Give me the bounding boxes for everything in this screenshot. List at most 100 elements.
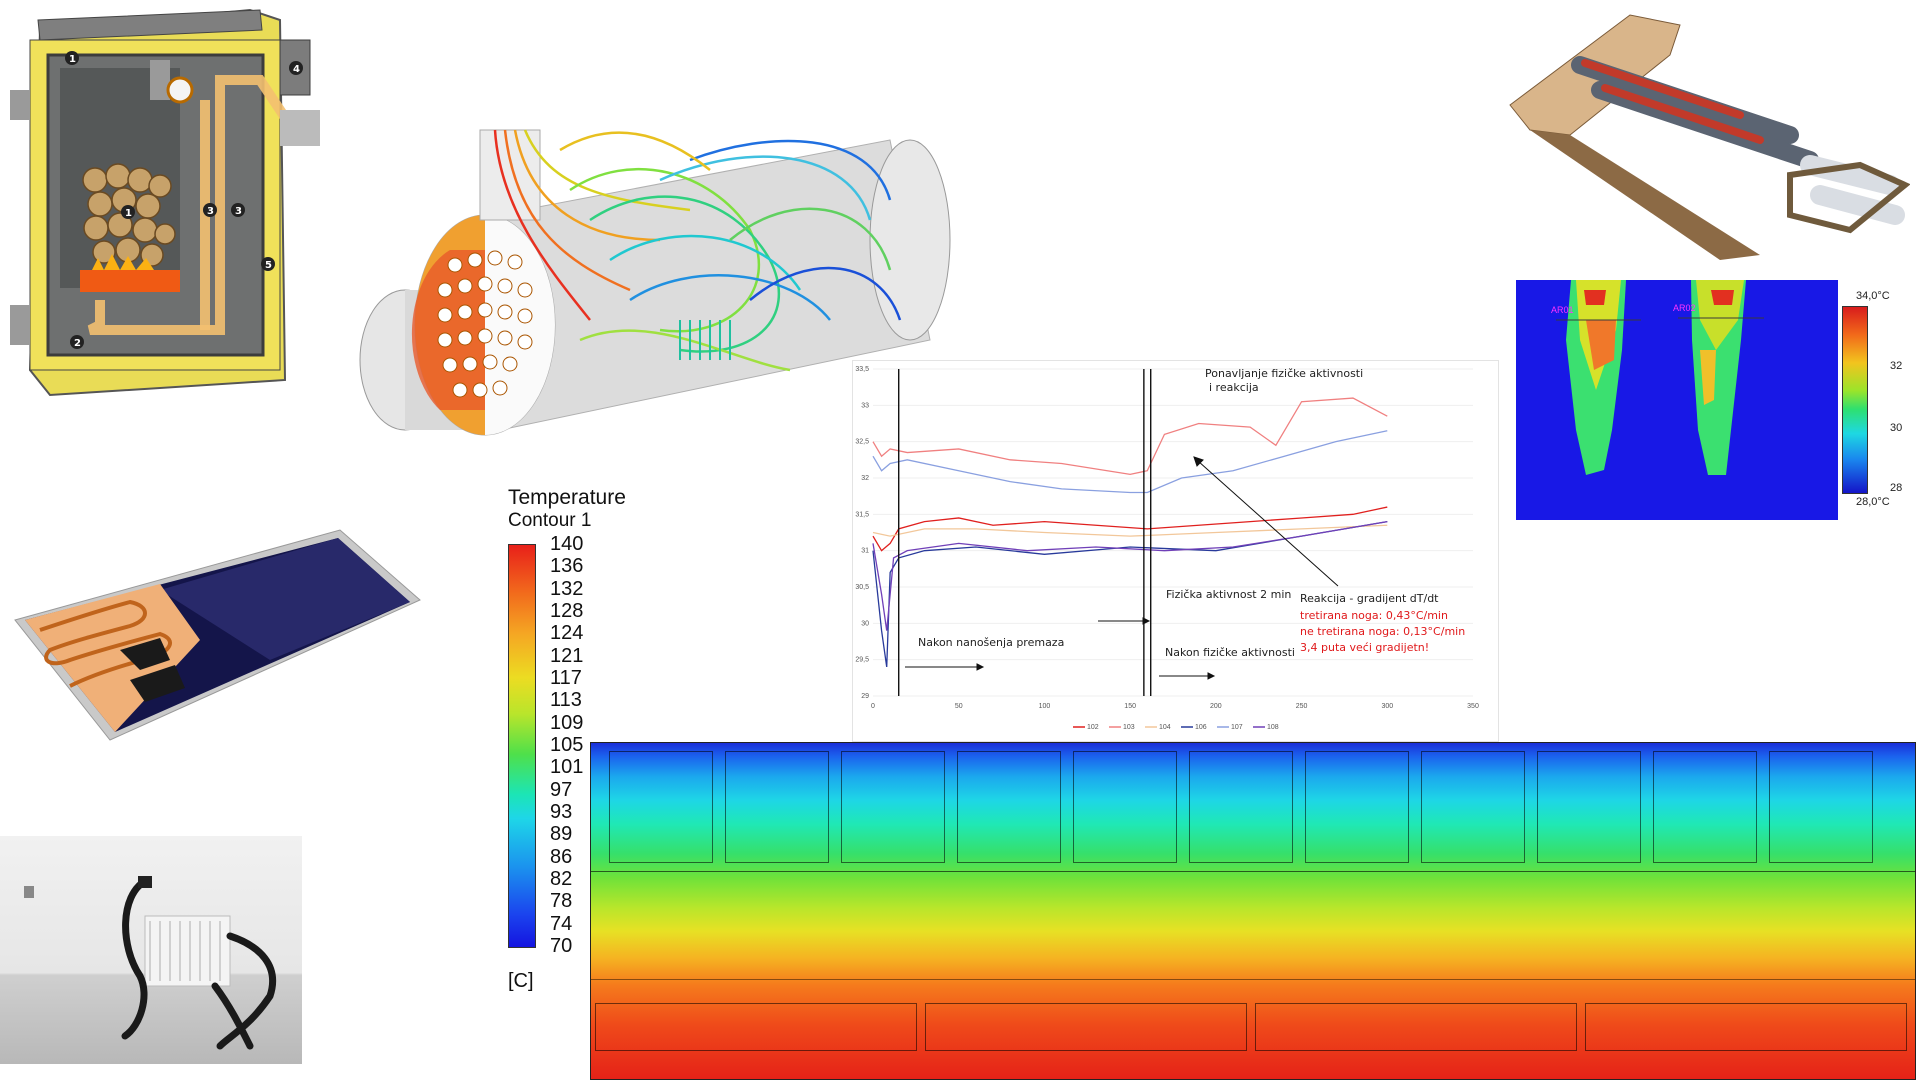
boiler-marker: 3: [235, 206, 242, 217]
y-tick-label: 31: [861, 548, 869, 555]
solar-collector: [10, 510, 430, 750]
contour-scale-label: 105: [550, 735, 583, 755]
contour-scale-label: 78: [550, 891, 572, 911]
annotation-after-coating: Nakon nanošenja premaza: [918, 636, 1064, 649]
annotation-ratio: 3,4 puta veći gradijetn!: [1300, 641, 1429, 654]
contour-divider: [591, 979, 1915, 980]
contour-cell: [595, 1003, 917, 1051]
legend-label-104: 104: [1159, 724, 1171, 731]
contour-cell: [1189, 751, 1293, 863]
legend-label-108: 108: [1267, 724, 1279, 731]
y-tick-label: 33: [861, 402, 869, 409]
annotation-untreated: ne tretirana noga: 0,13°C/min: [1300, 625, 1465, 638]
legend-label-107: 107: [1231, 724, 1243, 731]
y-tick-label: 29: [861, 693, 869, 700]
contour-scale-label: 136: [550, 556, 583, 576]
annotation-repeat-line1: Ponavljanje fizičke aktivnosti: [1205, 367, 1363, 380]
thermal-min-label: 28,0°C: [1856, 496, 1890, 508]
contour-scale-label: 74: [550, 914, 572, 934]
contour-scale-label: 70: [550, 936, 572, 956]
contour-subtitle: Contour 1: [508, 510, 591, 532]
thermal-tick: 28: [1890, 482, 1902, 494]
chart-canvas: 29 29,5 30 30,5 31 31,5 32 32,5 33 33,5 0 50 100 150…: [853, 361, 1498, 741]
boiler-marker: 3: [207, 206, 214, 217]
x-tick-label: 0: [871, 703, 875, 710]
contour-title: Temperature: [508, 486, 626, 510]
contour-scale-label: 140: [550, 534, 583, 554]
series-line-107: [873, 431, 1387, 493]
contour-cell: [1305, 751, 1409, 863]
contour-cell: [1421, 751, 1525, 863]
contour-scale-label: 117: [550, 668, 582, 688]
annotation-treated: tretirana noga: 0,43°C/min: [1300, 609, 1448, 622]
arrow-head: [1208, 673, 1214, 679]
x-tick-label: 200: [1210, 703, 1222, 710]
contour-scale-label: 113: [550, 690, 582, 710]
contour-cell: [725, 751, 829, 863]
contour-cell: [1255, 1003, 1577, 1051]
legend-label-103: 103: [1123, 724, 1135, 731]
contour-scale-label: 121: [550, 646, 583, 666]
contour-cell: [1073, 751, 1177, 863]
thermal-tick: 32: [1890, 360, 1902, 372]
boiler-marker: 1: [69, 54, 76, 65]
thermal-tick: 30: [1890, 422, 1902, 434]
contour-cell: [957, 751, 1061, 863]
thermal-legs: AR01 AR02: [1516, 280, 1838, 520]
y-tick-label: 30,5: [855, 584, 869, 591]
series-line-103: [873, 398, 1387, 474]
temperature-chart: 29 29,5 30 30,5 31 31,5 32 32,5 33 33,5 0 50 100 150…: [852, 360, 1499, 742]
legend-label-106: 106: [1195, 724, 1207, 731]
radiant-tube-cutaway: [1490, 5, 1910, 270]
x-tick-label: 100: [1039, 703, 1051, 710]
contour-divider: [591, 871, 1915, 872]
y-tick-label: 33,5: [855, 366, 869, 373]
thermal-colorbar: [1842, 306, 1868, 494]
contour-cell: [1769, 751, 1873, 863]
contour-scale-label: 89: [550, 824, 572, 844]
contour-cell: [841, 751, 945, 863]
y-tick-label: 32: [861, 475, 869, 482]
contour-scale-label: 128: [550, 601, 583, 621]
contour-scale-label: 132: [550, 579, 583, 599]
x-tick-label: 250: [1296, 703, 1308, 710]
temperature-contour-field: [590, 742, 1916, 1080]
y-tick-label: 32,5: [855, 439, 869, 446]
boiler-marker: 1: [125, 208, 132, 219]
contour-cell: [1653, 751, 1757, 863]
room-radiator-photo: [0, 836, 302, 1064]
y-tick-label: 31,5: [855, 511, 869, 518]
boiler-marker: 5: [265, 260, 272, 271]
thermal-image: AR01 AR02: [1516, 280, 1838, 520]
annotation-reaction-title: Reakcija - gradijent dT/dt: [1300, 592, 1439, 605]
y-tick-label: 29,5: [855, 657, 869, 664]
annotation-activity-2min: Fizička aktivnost 2 min: [1166, 588, 1291, 601]
annotation-after-activity: Nakon fizičke aktivnosti: [1165, 646, 1295, 659]
boiler-marker: 2: [74, 338, 81, 349]
contour-cell: [925, 1003, 1247, 1051]
contour-scale-label: 101: [550, 757, 583, 777]
contour-scale-label: 82: [550, 869, 572, 889]
x-tick-label: 300: [1381, 703, 1393, 710]
contour-cell: [1537, 751, 1641, 863]
thermal-max-label: 34,0°C: [1856, 290, 1890, 302]
contour-scale-label: 97: [550, 780, 572, 800]
contour-scale-label: 124: [550, 623, 583, 643]
y-tick-label: 30: [861, 620, 869, 627]
contour-unit: [C]: [508, 970, 534, 993]
contour-scale-label: 93: [550, 802, 572, 822]
contour-colorbar: [508, 544, 536, 948]
x-tick-label: 50: [955, 703, 963, 710]
x-tick-label: 150: [1124, 703, 1136, 710]
boiler-illustration: 1 4 1 3 3 5 2: [0, 0, 330, 400]
boiler-marker: 4: [293, 64, 300, 75]
annotation-repeat-line2: i reakcija: [1209, 381, 1259, 394]
roi-label-ar02: AR02: [1673, 303, 1696, 313]
roi-label-ar01: AR01: [1551, 305, 1574, 315]
arrow-head: [977, 664, 983, 670]
legend-label-102: 102: [1087, 724, 1099, 731]
contour-scale-label: 109: [550, 713, 583, 733]
contour-cell: [1585, 1003, 1907, 1051]
contour-scale-label: 86: [550, 847, 572, 867]
contour-cell: [609, 751, 713, 863]
